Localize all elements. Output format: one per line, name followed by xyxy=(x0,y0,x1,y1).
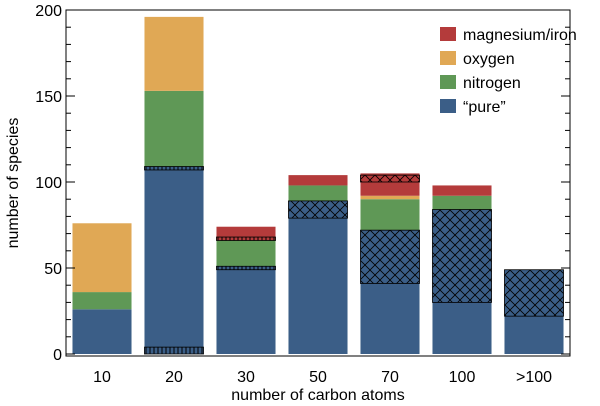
bar-segment xyxy=(144,16,204,91)
bar-segment xyxy=(72,309,132,354)
hatched-portion xyxy=(360,174,420,183)
x-tick-label: 50 xyxy=(309,369,327,386)
y-tick-label: 100 xyxy=(35,175,62,192)
x-tick-label: >100 xyxy=(516,369,552,386)
hatched-portion xyxy=(216,265,276,271)
bar-segment xyxy=(72,223,132,293)
legend-label: “pure” xyxy=(463,99,506,116)
bar-segment xyxy=(144,90,204,167)
labels-layer: 0 50 100 150 200 10 20 30 50 70 100 >100 xyxy=(35,3,552,386)
hatched-portion xyxy=(288,200,348,219)
hatched-portion xyxy=(144,346,204,355)
y-tick-label: 0 xyxy=(53,347,62,364)
hatched-portion xyxy=(504,269,564,317)
bar-segment xyxy=(288,200,348,354)
legend-swatch xyxy=(440,27,456,41)
bar-segment xyxy=(360,195,420,200)
legend-swatch xyxy=(440,75,456,89)
x-tick-label: 20 xyxy=(165,369,183,386)
bar-segment xyxy=(432,195,492,210)
bar-segment xyxy=(288,185,348,201)
y-tick-label: 150 xyxy=(35,89,62,106)
bar-segment xyxy=(360,199,420,231)
bar-segment xyxy=(216,240,276,267)
legend-swatch xyxy=(440,51,456,65)
bar-segment xyxy=(216,266,276,354)
hatched-portion xyxy=(432,209,492,303)
hatch-layer xyxy=(144,166,564,355)
x-tick-label: 10 xyxy=(93,369,111,386)
hatched-portion xyxy=(360,229,420,284)
bar-segment xyxy=(288,175,348,186)
bar-segment xyxy=(72,292,132,310)
x-tick-label: 100 xyxy=(449,369,476,386)
legend-label: oxygen xyxy=(463,51,515,68)
x-tick-label: 70 xyxy=(381,369,399,386)
x-tick-label: 30 xyxy=(237,369,255,386)
x-axis-label: number of carbon atoms xyxy=(231,387,404,404)
bar-segment xyxy=(432,185,492,196)
ticks-layer xyxy=(66,9,570,355)
hatched-portion xyxy=(216,236,276,241)
y-tick-label: 50 xyxy=(44,261,62,278)
legend-label: nitrogen xyxy=(463,75,521,92)
hatched-portion xyxy=(144,166,204,171)
y-tick-label: 200 xyxy=(35,3,62,20)
legend-swatch xyxy=(440,99,456,113)
legend-label: magnesium/iron xyxy=(463,27,577,44)
plot-frame xyxy=(65,9,571,357)
y-axis-label: number of species xyxy=(5,118,22,249)
bar-segment xyxy=(144,166,204,354)
legend: magnesium/iron oxygen nitrogen “pure” xyxy=(440,27,577,116)
